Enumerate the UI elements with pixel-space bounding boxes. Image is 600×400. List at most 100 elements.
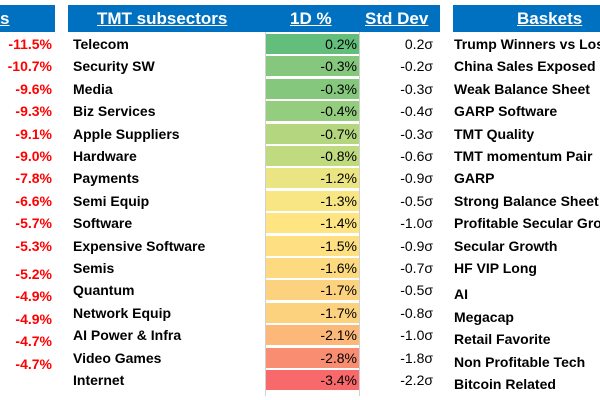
left-value: -5.3% (15, 237, 52, 254)
subsector-name: Apple Suppliers (73, 125, 180, 142)
std-dev-cell: -0.7σ (400, 260, 433, 276)
basket-item: Retail Favorite (454, 331, 551, 348)
one-day-pct-cell: 0.2% (266, 34, 360, 54)
left-value: -5.7% (15, 215, 52, 232)
tmt-row: Semi Equip -1.3% -0.5σ (67, 190, 440, 211)
grid-line (359, 32, 360, 396)
tmt-row: AI Power & Infra -2.1% -1.0σ (67, 325, 440, 346)
left-value: -9.6% (15, 80, 52, 97)
one-day-pct-cell: -1.4% (266, 213, 360, 234)
subsector-name: Quantum (73, 282, 135, 299)
std-dev-cell: -0.3σ (400, 80, 433, 97)
baskets-header: Baskets (452, 5, 600, 32)
one-day-pct-cell: -2.1% (266, 325, 360, 346)
basket-item: GARP (454, 170, 495, 187)
subsector-name: Network Equip (73, 304, 172, 321)
left-panel-header: s (0, 5, 55, 32)
left-value: -11.5% (8, 36, 52, 52)
baskets-title: Baskets (517, 9, 583, 28)
subsector-name: Biz Services (73, 103, 156, 120)
std-dev-cell: -0.4σ (400, 103, 433, 120)
tmt-row: Video Games -2.8% -1.8σ (67, 347, 440, 368)
left-value: -9.3% (15, 103, 52, 120)
column-separator (55, 5, 68, 396)
tmt-row: Semis -1.6% -0.7σ (67, 258, 440, 278)
tmt-row: Security SW -0.3% -0.2σ (67, 56, 440, 77)
tmt-row: Expensive Software -1.5% -0.9σ (67, 235, 440, 256)
basket-item: GARP Software (454, 103, 558, 120)
std-dev-cell: -2.2σ (400, 372, 433, 388)
std-dev-cell: -1.8σ (400, 349, 433, 366)
one-day-pct-cell: -1.3% (266, 190, 360, 211)
subsector-name: Telecom (73, 36, 129, 52)
subsector-name: Semis (73, 260, 115, 276)
basket-item: Megacap (454, 308, 514, 325)
tmt-row: Media -0.3% -0.3σ (67, 78, 440, 99)
one-day-pct-cell: -1.7% (266, 302, 360, 323)
subsector-name: Video Games (73, 349, 162, 366)
basket-item: Profitable Secular Growth (454, 215, 600, 232)
basket-item: HF VIP Long (454, 260, 537, 276)
one-day-pct-cell: -1.7% (266, 280, 360, 301)
one-day-pct-cell: -0.7% (266, 123, 360, 144)
left-value: -7.8% (15, 170, 52, 187)
one-day-pct-cell: -1.6% (266, 258, 360, 278)
subsector-name: AI Power & Infra (73, 327, 182, 344)
tmt-row: Internet -3.4% -2.2σ (67, 370, 440, 390)
left-value: -4.9% (15, 288, 52, 305)
grid-line (265, 32, 266, 396)
basket-item: Weak Balance Sheet (454, 80, 590, 97)
one-day-pct-header: 1D % (290, 9, 332, 28)
one-day-pct-cell: -0.3% (266, 56, 360, 77)
subsector-name: Internet (73, 372, 125, 388)
std-dev-cell: -0.5σ (400, 192, 433, 209)
std-dev-cell: -1.0σ (400, 327, 433, 344)
left-value: -4.7% (15, 355, 52, 372)
basket-item: Strong Balance Sheet (454, 192, 599, 209)
subsector-name: Media (73, 80, 113, 97)
left-value: -4.9% (15, 310, 52, 327)
basket-item: TMT Quality (454, 125, 535, 142)
std-dev-header: Std Dev (365, 9, 429, 28)
left-value: -6.6% (15, 192, 52, 209)
std-dev-cell: -1.0σ (400, 215, 433, 232)
subsector-name: Software (73, 215, 133, 232)
left-value: -10.7% (7, 58, 52, 75)
tmt-row: Software -1.4% -1.0σ (67, 213, 440, 234)
tmt-subsectors-title: TMT subsectors (97, 9, 228, 28)
tmt-row: Telecom 0.2% 0.2σ (67, 34, 440, 54)
column-separator (440, 5, 453, 396)
one-day-pct-cell: -3.4% (266, 370, 360, 390)
left-value: -4.7% (15, 333, 52, 350)
std-dev-cell: -0.5σ (400, 282, 433, 299)
std-dev-cell: -0.9σ (400, 170, 433, 187)
tmt-subsectors-header: TMT subsectors 1D % Std Dev (67, 5, 440, 32)
one-day-pct-cell: -0.4% (266, 101, 360, 122)
subsector-name: Payments (73, 170, 140, 187)
subsector-name: Expensive Software (73, 237, 206, 254)
one-day-pct-cell: -0.3% (266, 78, 360, 99)
tmt-row: Quantum -1.7% -0.5σ (67, 280, 440, 301)
std-dev-cell: 0.2σ (404, 36, 433, 52)
baskets-list: Trump Winners vs Losers China Sales Expos… (452, 32, 600, 396)
basket-item: China Sales Exposed (454, 58, 596, 75)
subsector-name: Security SW (73, 58, 155, 75)
left-value: -9.1% (15, 125, 52, 142)
std-dev-cell: -0.9σ (400, 237, 433, 254)
one-day-pct-cell: -2.8% (266, 347, 360, 368)
one-day-pct-cell: -1.5% (266, 235, 360, 256)
std-dev-cell: -0.3σ (400, 125, 433, 142)
std-dev-cell: -0.8σ (400, 304, 433, 321)
subsector-name: Hardware (73, 148, 137, 164)
basket-item: TMT momentum Pair (454, 148, 593, 164)
std-dev-cell: -0.6σ (400, 148, 433, 164)
basket-item: Secular Growth (454, 237, 558, 254)
tmt-row: Biz Services -0.4% -0.4σ (67, 101, 440, 122)
tmt-row: Network Equip -1.7% -0.8σ (67, 302, 440, 323)
left-value: -9.0% (15, 148, 52, 164)
left-panel-values: -11.5% -10.7% -9.6% -9.3% -9.1% -9.0% -7.8% -6.… (0, 32, 55, 396)
tmt-row: Hardware -0.8% -0.6σ (67, 146, 440, 166)
left-panel-header-text: s (0, 9, 10, 28)
basket-item: AI (454, 286, 468, 303)
tmt-row: Apple Suppliers -0.7% -0.3σ (67, 123, 440, 144)
